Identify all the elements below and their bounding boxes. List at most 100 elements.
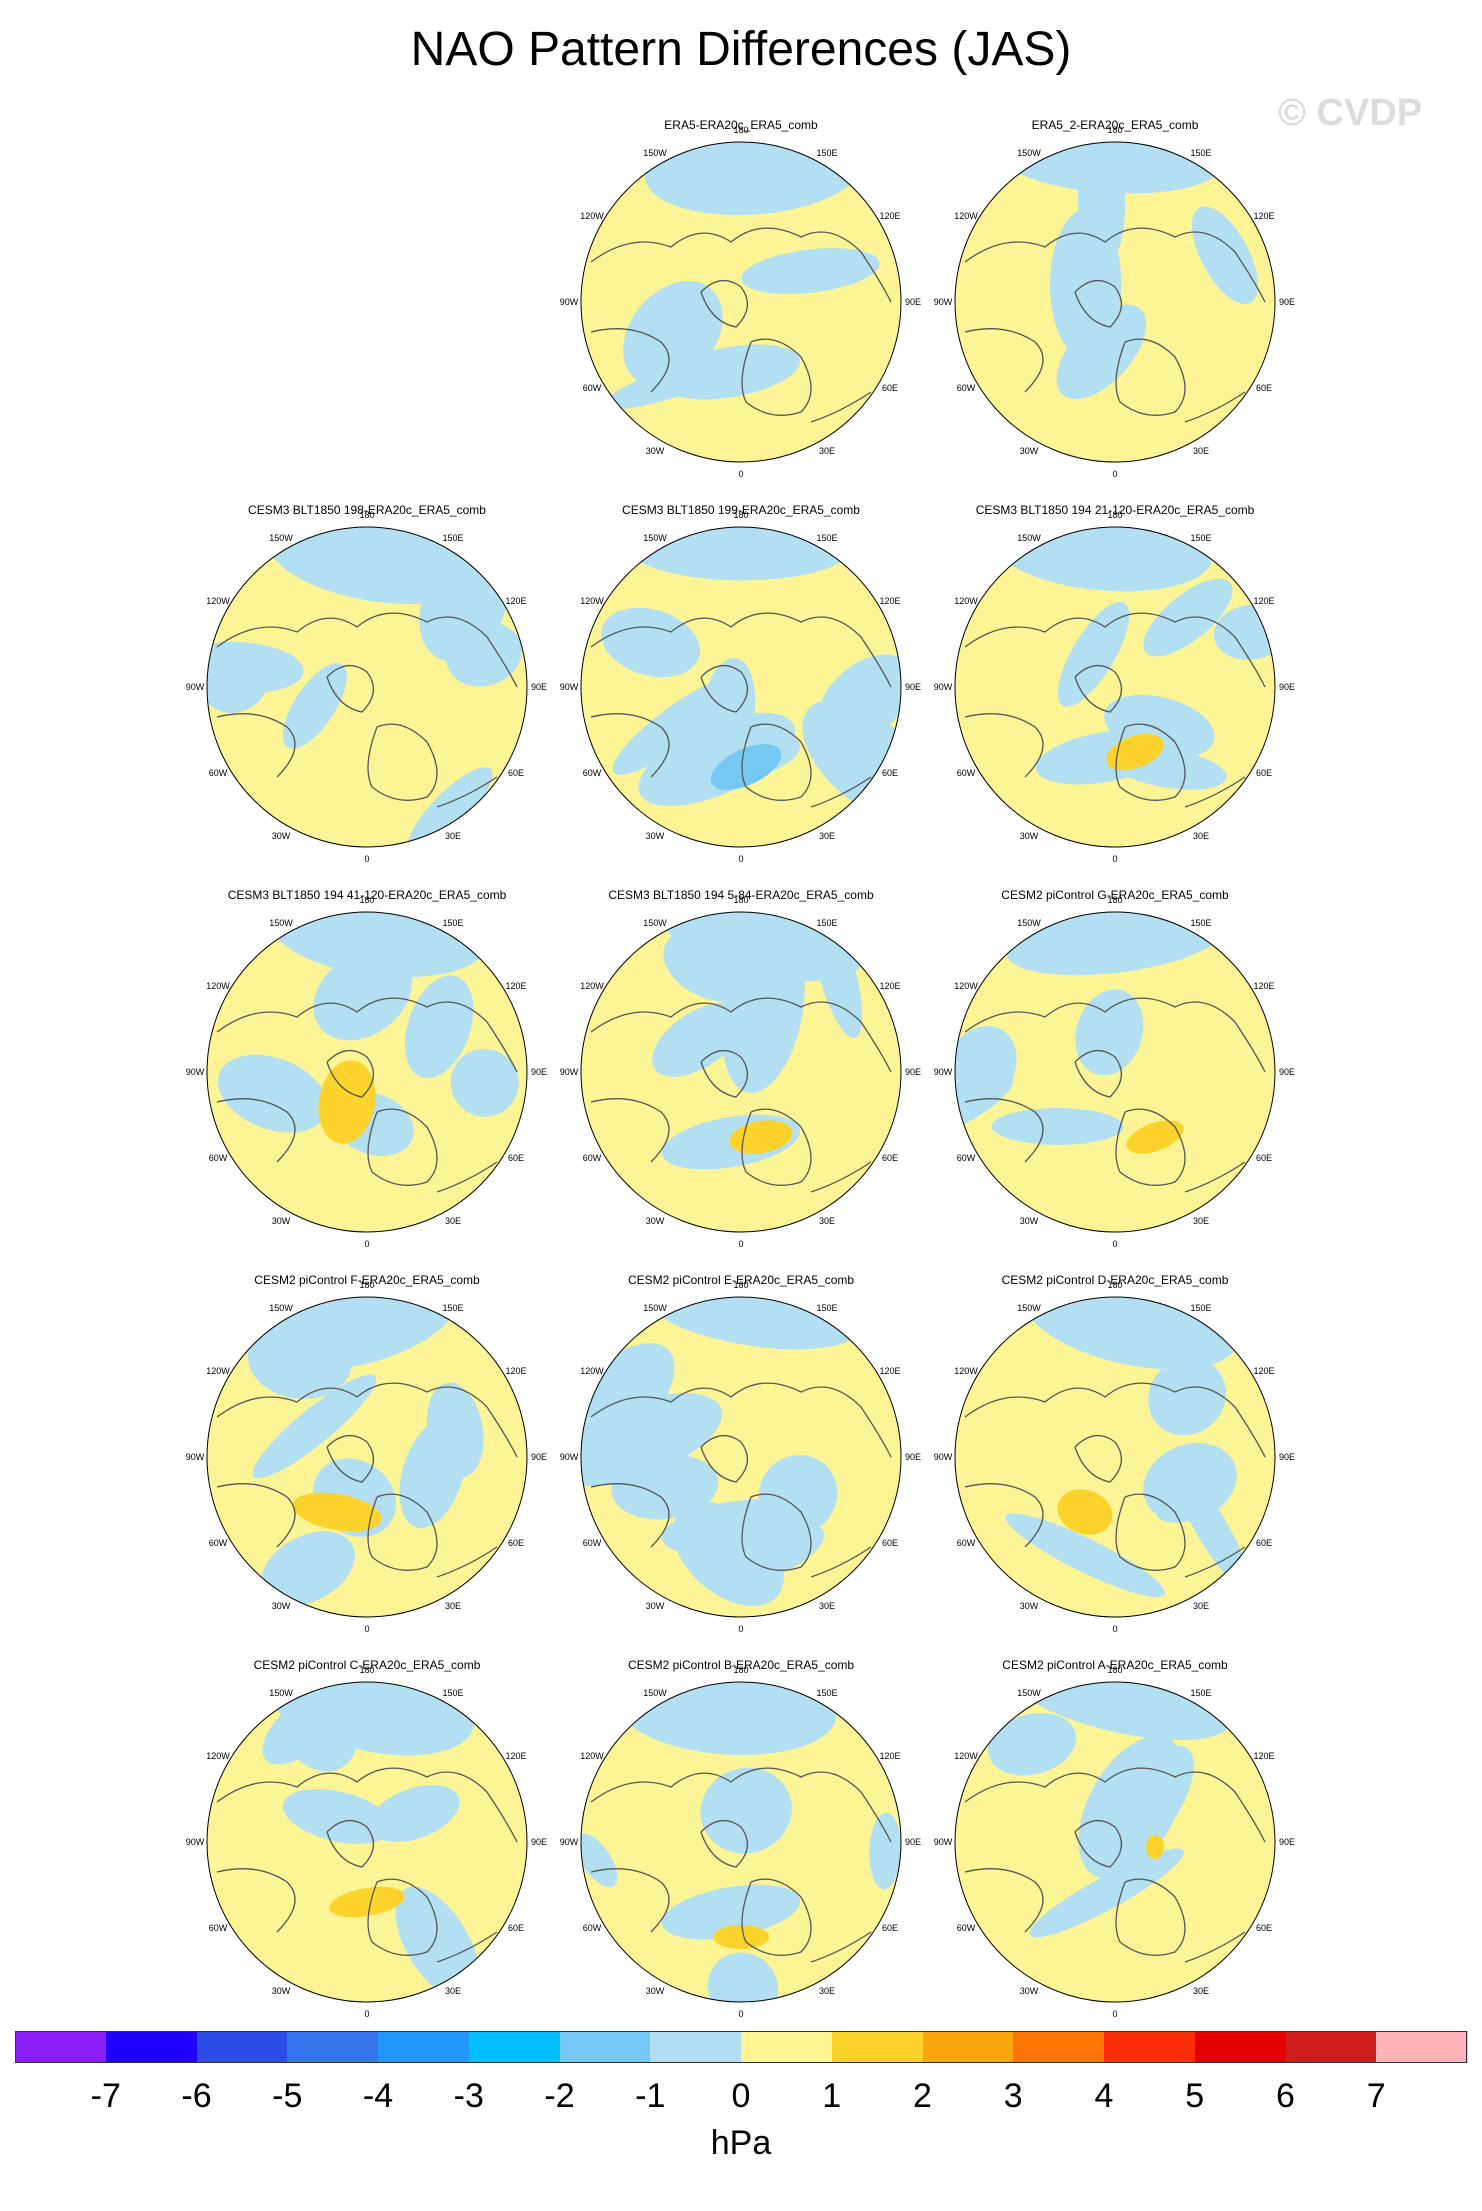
longitude-label: 90E bbox=[1279, 1837, 1295, 1847]
map-panel: CESM3 BLT1850 194 41-120-ERA20c_ERA5_com… bbox=[186, 888, 547, 1249]
longitude-label: 60E bbox=[882, 1538, 898, 1548]
longitude-label: 30W bbox=[1020, 1601, 1039, 1611]
map-panel: ERA5-ERA20c_ERA5_comb 180 150E 120E 90E 60E 30… bbox=[560, 118, 921, 479]
colorbar-tick-label: 3 bbox=[1003, 2077, 1023, 2115]
longitude-label: 30E bbox=[1193, 1601, 1209, 1611]
longitude-label: 90W bbox=[186, 1452, 205, 1462]
longitude-label: 150E bbox=[442, 533, 463, 543]
negative-anomaly-region bbox=[700, 1767, 792, 1854]
longitude-label: 120E bbox=[1253, 211, 1274, 221]
colorbar-tick-label: -2 bbox=[544, 2077, 575, 2115]
longitude-label: 60W bbox=[957, 768, 976, 778]
polar-map: 180 150E 120E 90E 60E 30E 0 30W 60W 90W 120W 150W bbox=[186, 510, 547, 864]
coastline bbox=[964, 227, 1266, 423]
positive-anomaly-maximum bbox=[1126, 1120, 1184, 1154]
coastline bbox=[964, 997, 1266, 1193]
negative-anomaly-region bbox=[269, 912, 489, 978]
longitude-label: 120W bbox=[580, 981, 604, 991]
longitude-label: 90E bbox=[531, 1452, 547, 1462]
longitude-label: 180 bbox=[1107, 125, 1122, 135]
polar-map: 180 150E 120E 90E 60E 30E 0 30W 60W 90W 120W 150W bbox=[186, 1665, 547, 2019]
colorbar-swatch bbox=[741, 2031, 833, 2063]
negative-anomaly-region bbox=[207, 644, 270, 713]
longitude-label: 150E bbox=[442, 1303, 463, 1313]
longitude-label: 30E bbox=[1193, 446, 1209, 456]
longitude-label: 30W bbox=[272, 1601, 291, 1611]
longitude-label: 120W bbox=[206, 1751, 230, 1761]
longitude-label: 180 bbox=[1107, 510, 1122, 520]
anomaly-field bbox=[955, 1297, 1275, 1617]
longitude-label: 90W bbox=[186, 682, 205, 692]
longitude-label: 30E bbox=[819, 831, 835, 841]
map-panel: CESM3 BLT1850 198-ERA20c_ERA5_comb 180 150… bbox=[186, 503, 547, 864]
colorbar-tick-label: -1 bbox=[635, 2077, 666, 2115]
longitude-label: 0 bbox=[1112, 1239, 1117, 1249]
longitude-label: 90W bbox=[560, 297, 579, 307]
longitude-label: 90E bbox=[531, 1067, 547, 1077]
map-panel: CESM3 BLT1850 194 21-120-ERA20c_ERA5_com… bbox=[934, 503, 1295, 864]
coastline bbox=[964, 612, 1266, 808]
colorbar-swatch bbox=[1104, 2031, 1196, 2063]
longitude-label: 60W bbox=[957, 1538, 976, 1548]
negative-anomaly-region bbox=[581, 1833, 618, 1888]
longitude-label: 180 bbox=[733, 1665, 748, 1675]
map-border bbox=[580, 1681, 902, 2003]
positive-anomaly-maximum bbox=[713, 1925, 769, 1949]
negative-anomaly-region bbox=[408, 767, 493, 847]
map-panel: CESM2 piControl G-ERA20c_ERA5_comb 180 150… bbox=[934, 888, 1295, 1249]
longitude-label: 30W bbox=[1020, 831, 1039, 841]
map-border bbox=[580, 526, 902, 848]
longitude-label: 90E bbox=[1279, 682, 1295, 692]
longitude-label: 90W bbox=[560, 1067, 579, 1077]
longitude-label: 0 bbox=[738, 2009, 743, 2019]
negative-anomaly-region bbox=[612, 677, 739, 775]
negative-anomaly-region bbox=[1056, 304, 1147, 400]
coastline bbox=[216, 1767, 518, 1963]
colorbar-tick-label: -7 bbox=[90, 2077, 121, 2115]
longitude-label: 180 bbox=[359, 895, 374, 905]
longitude-label: 60W bbox=[583, 383, 602, 393]
colorbar-swatch bbox=[1376, 2031, 1468, 2063]
longitude-label: 90E bbox=[905, 1452, 921, 1462]
longitude-label: 60W bbox=[209, 1153, 228, 1163]
longitude-label: 60E bbox=[508, 1153, 524, 1163]
polar-map: 180 150E 120E 90E 60E 30E 0 30W 60W 90W 120W 150W bbox=[186, 1280, 547, 1634]
longitude-label: 180 bbox=[733, 1280, 748, 1290]
longitude-label: 30E bbox=[819, 1216, 835, 1226]
panel-title: CESM2 piControl F-ERA20c_ERA5_comb bbox=[254, 1273, 480, 1287]
longitude-label: 60W bbox=[209, 1923, 228, 1933]
longitude-label: 90E bbox=[905, 682, 921, 692]
longitude-label: 90E bbox=[531, 1837, 547, 1847]
longitude-label: 90E bbox=[905, 1067, 921, 1077]
coastline bbox=[590, 612, 892, 808]
positive-anomaly-maximum bbox=[1106, 733, 1164, 771]
longitude-label: 150W bbox=[1017, 1303, 1041, 1313]
longitude-label: 0 bbox=[364, 854, 369, 864]
negative-anomaly-region bbox=[450, 1048, 519, 1117]
polar-map: 180 150E 120E 90E 60E 30E 0 30W 60W 90W 120W 150W bbox=[934, 895, 1295, 1249]
longitude-label: 0 bbox=[738, 1239, 743, 1249]
longitude-label: 150E bbox=[816, 148, 837, 158]
longitude-label: 30W bbox=[646, 1986, 665, 1996]
longitude-label: 60W bbox=[957, 383, 976, 393]
longitude-label: 30W bbox=[1020, 446, 1039, 456]
map-border bbox=[580, 1296, 902, 1618]
negative-anomaly-region bbox=[707, 1952, 778, 2002]
map-border bbox=[954, 1296, 1276, 1618]
anomaly-field bbox=[581, 1682, 901, 2002]
polar-map: 180 150E 120E 90E 60E 30E 0 30W 60W 90W 120W 150W bbox=[560, 125, 921, 479]
longitude-label: 150E bbox=[816, 1303, 837, 1313]
longitude-label: 150W bbox=[269, 918, 293, 928]
longitude-label: 180 bbox=[1107, 895, 1122, 905]
longitude-label: 30W bbox=[272, 831, 291, 841]
negative-anomaly-region bbox=[643, 1297, 862, 1350]
colorbar-tick-label: -6 bbox=[181, 2077, 212, 2115]
coastline bbox=[964, 1382, 1266, 1578]
longitude-label: 60E bbox=[882, 1153, 898, 1163]
positive-anomaly-maximum bbox=[329, 1886, 405, 1918]
longitude-label: 30E bbox=[819, 446, 835, 456]
colorbar-swatch bbox=[196, 2031, 288, 2063]
longitude-label: 120W bbox=[206, 981, 230, 991]
map-border bbox=[206, 526, 528, 848]
longitude-label: 90E bbox=[531, 682, 547, 692]
